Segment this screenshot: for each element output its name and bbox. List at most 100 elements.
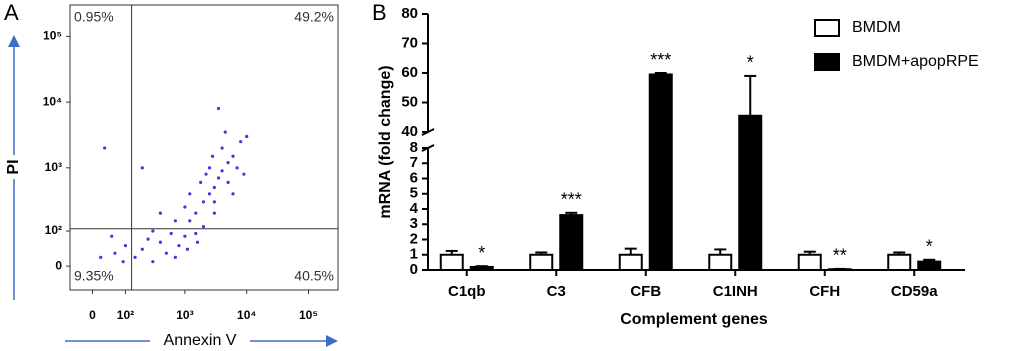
label-bg bbox=[4, 155, 24, 179]
data-point bbox=[242, 172, 246, 176]
legend-swatch bbox=[814, 53, 840, 71]
bar bbox=[529, 253, 554, 271]
data-point bbox=[223, 130, 227, 134]
significance: *** bbox=[650, 50, 671, 70]
x-tick-label: CFB bbox=[630, 283, 661, 300]
y-tick-label: 2 bbox=[410, 230, 418, 247]
data-point bbox=[140, 247, 144, 251]
bar bbox=[469, 265, 494, 272]
y-tick-label: 10⁵ bbox=[43, 29, 62, 43]
data-point bbox=[188, 219, 192, 223]
quadrant-label: 49.2% bbox=[294, 9, 334, 25]
data-point bbox=[231, 192, 235, 196]
x-tick-label: CD59a bbox=[891, 283, 938, 300]
data-point bbox=[212, 211, 216, 215]
plot-frame bbox=[69, 4, 339, 291]
quadrant-label: 0.95% bbox=[74, 9, 114, 25]
data-point bbox=[183, 234, 187, 238]
data-point bbox=[121, 260, 125, 264]
data-point bbox=[140, 166, 144, 170]
x-tick-label: C1qb bbox=[448, 283, 486, 300]
data-point bbox=[239, 140, 243, 144]
y-tick-label: 5 bbox=[410, 185, 418, 202]
x-tick-label: C3 bbox=[547, 283, 566, 300]
data-point bbox=[194, 211, 198, 215]
data-point bbox=[212, 200, 216, 204]
y-tick-label: 1 bbox=[410, 246, 418, 263]
legend-label: BMDM bbox=[852, 19, 901, 36]
data-point bbox=[110, 234, 114, 238]
data-point bbox=[235, 166, 239, 170]
quadrant-label: 40.5% bbox=[294, 268, 334, 284]
bar bbox=[827, 268, 852, 271]
y-tick-label: 8 bbox=[410, 139, 418, 156]
data-point bbox=[220, 169, 224, 173]
y-tick-label: 10² bbox=[45, 223, 62, 237]
data-point bbox=[158, 240, 163, 244]
x-axis-title: Annexin V bbox=[164, 332, 237, 349]
data-point bbox=[113, 251, 117, 255]
data-point bbox=[199, 180, 203, 184]
panel-label: A bbox=[4, 0, 19, 25]
data-point bbox=[201, 224, 206, 229]
data-point bbox=[195, 240, 200, 244]
data-point bbox=[158, 211, 163, 215]
data-point bbox=[133, 255, 137, 259]
significance: *** bbox=[561, 190, 582, 210]
significance: * bbox=[926, 237, 933, 257]
y-tick-label: 80 bbox=[401, 5, 418, 22]
data-point bbox=[164, 251, 168, 255]
legend-label: BMDM+apopRPE bbox=[852, 53, 979, 70]
x-tick-label: C1INH bbox=[713, 283, 758, 300]
data-point bbox=[231, 154, 235, 158]
y-tick-label: 6 bbox=[410, 169, 418, 186]
bar bbox=[439, 253, 464, 271]
data-point bbox=[151, 229, 155, 233]
y-tick-label: 10⁴ bbox=[43, 94, 62, 108]
data-point bbox=[226, 180, 230, 184]
data-point bbox=[207, 192, 212, 196]
legend-swatch bbox=[814, 19, 840, 37]
label-bg bbox=[150, 330, 250, 351]
y-tick-label: 40 bbox=[401, 123, 418, 140]
y-tick-label: 3 bbox=[410, 215, 418, 232]
data-point bbox=[204, 172, 208, 176]
data-point bbox=[183, 205, 187, 209]
y-tick-label: 7 bbox=[410, 154, 418, 171]
data-point bbox=[103, 146, 107, 150]
x-tick-label: CFH bbox=[809, 283, 840, 300]
bar bbox=[648, 73, 673, 271]
data-point bbox=[177, 244, 181, 248]
bar bbox=[887, 253, 912, 271]
y-tick-label: 70 bbox=[401, 34, 418, 51]
significance: * bbox=[478, 243, 485, 263]
data-point bbox=[201, 200, 206, 204]
data-point bbox=[146, 237, 150, 241]
data-point bbox=[151, 260, 155, 264]
data-point bbox=[99, 255, 103, 259]
bar bbox=[797, 253, 822, 271]
x-axis-title: Complement genes bbox=[620, 311, 768, 328]
bar bbox=[708, 253, 733, 271]
data-point bbox=[194, 231, 198, 236]
y-axis-title: mRNA (fold change) bbox=[377, 65, 394, 218]
y-tick-label: 50 bbox=[401, 93, 418, 110]
data-point bbox=[185, 247, 190, 251]
data-point bbox=[245, 134, 249, 139]
significance: ** bbox=[833, 246, 847, 266]
y-tick-label: 0 bbox=[410, 261, 418, 278]
y-tick-label: 60 bbox=[401, 64, 418, 81]
data-point bbox=[123, 244, 128, 248]
quadrant-label: 9.35% bbox=[74, 268, 114, 284]
x-tick-label: 10² bbox=[117, 308, 134, 322]
significance: * bbox=[747, 53, 754, 73]
bar bbox=[738, 114, 763, 272]
data-point bbox=[216, 106, 221, 111]
data-point bbox=[173, 255, 177, 259]
data-point bbox=[220, 146, 224, 150]
y-tick-label: 10³ bbox=[45, 160, 62, 174]
y-tick-label: 0 bbox=[55, 258, 62, 272]
x-tick-label: 10³ bbox=[176, 308, 193, 322]
x-tick-label: 0 bbox=[89, 308, 96, 322]
